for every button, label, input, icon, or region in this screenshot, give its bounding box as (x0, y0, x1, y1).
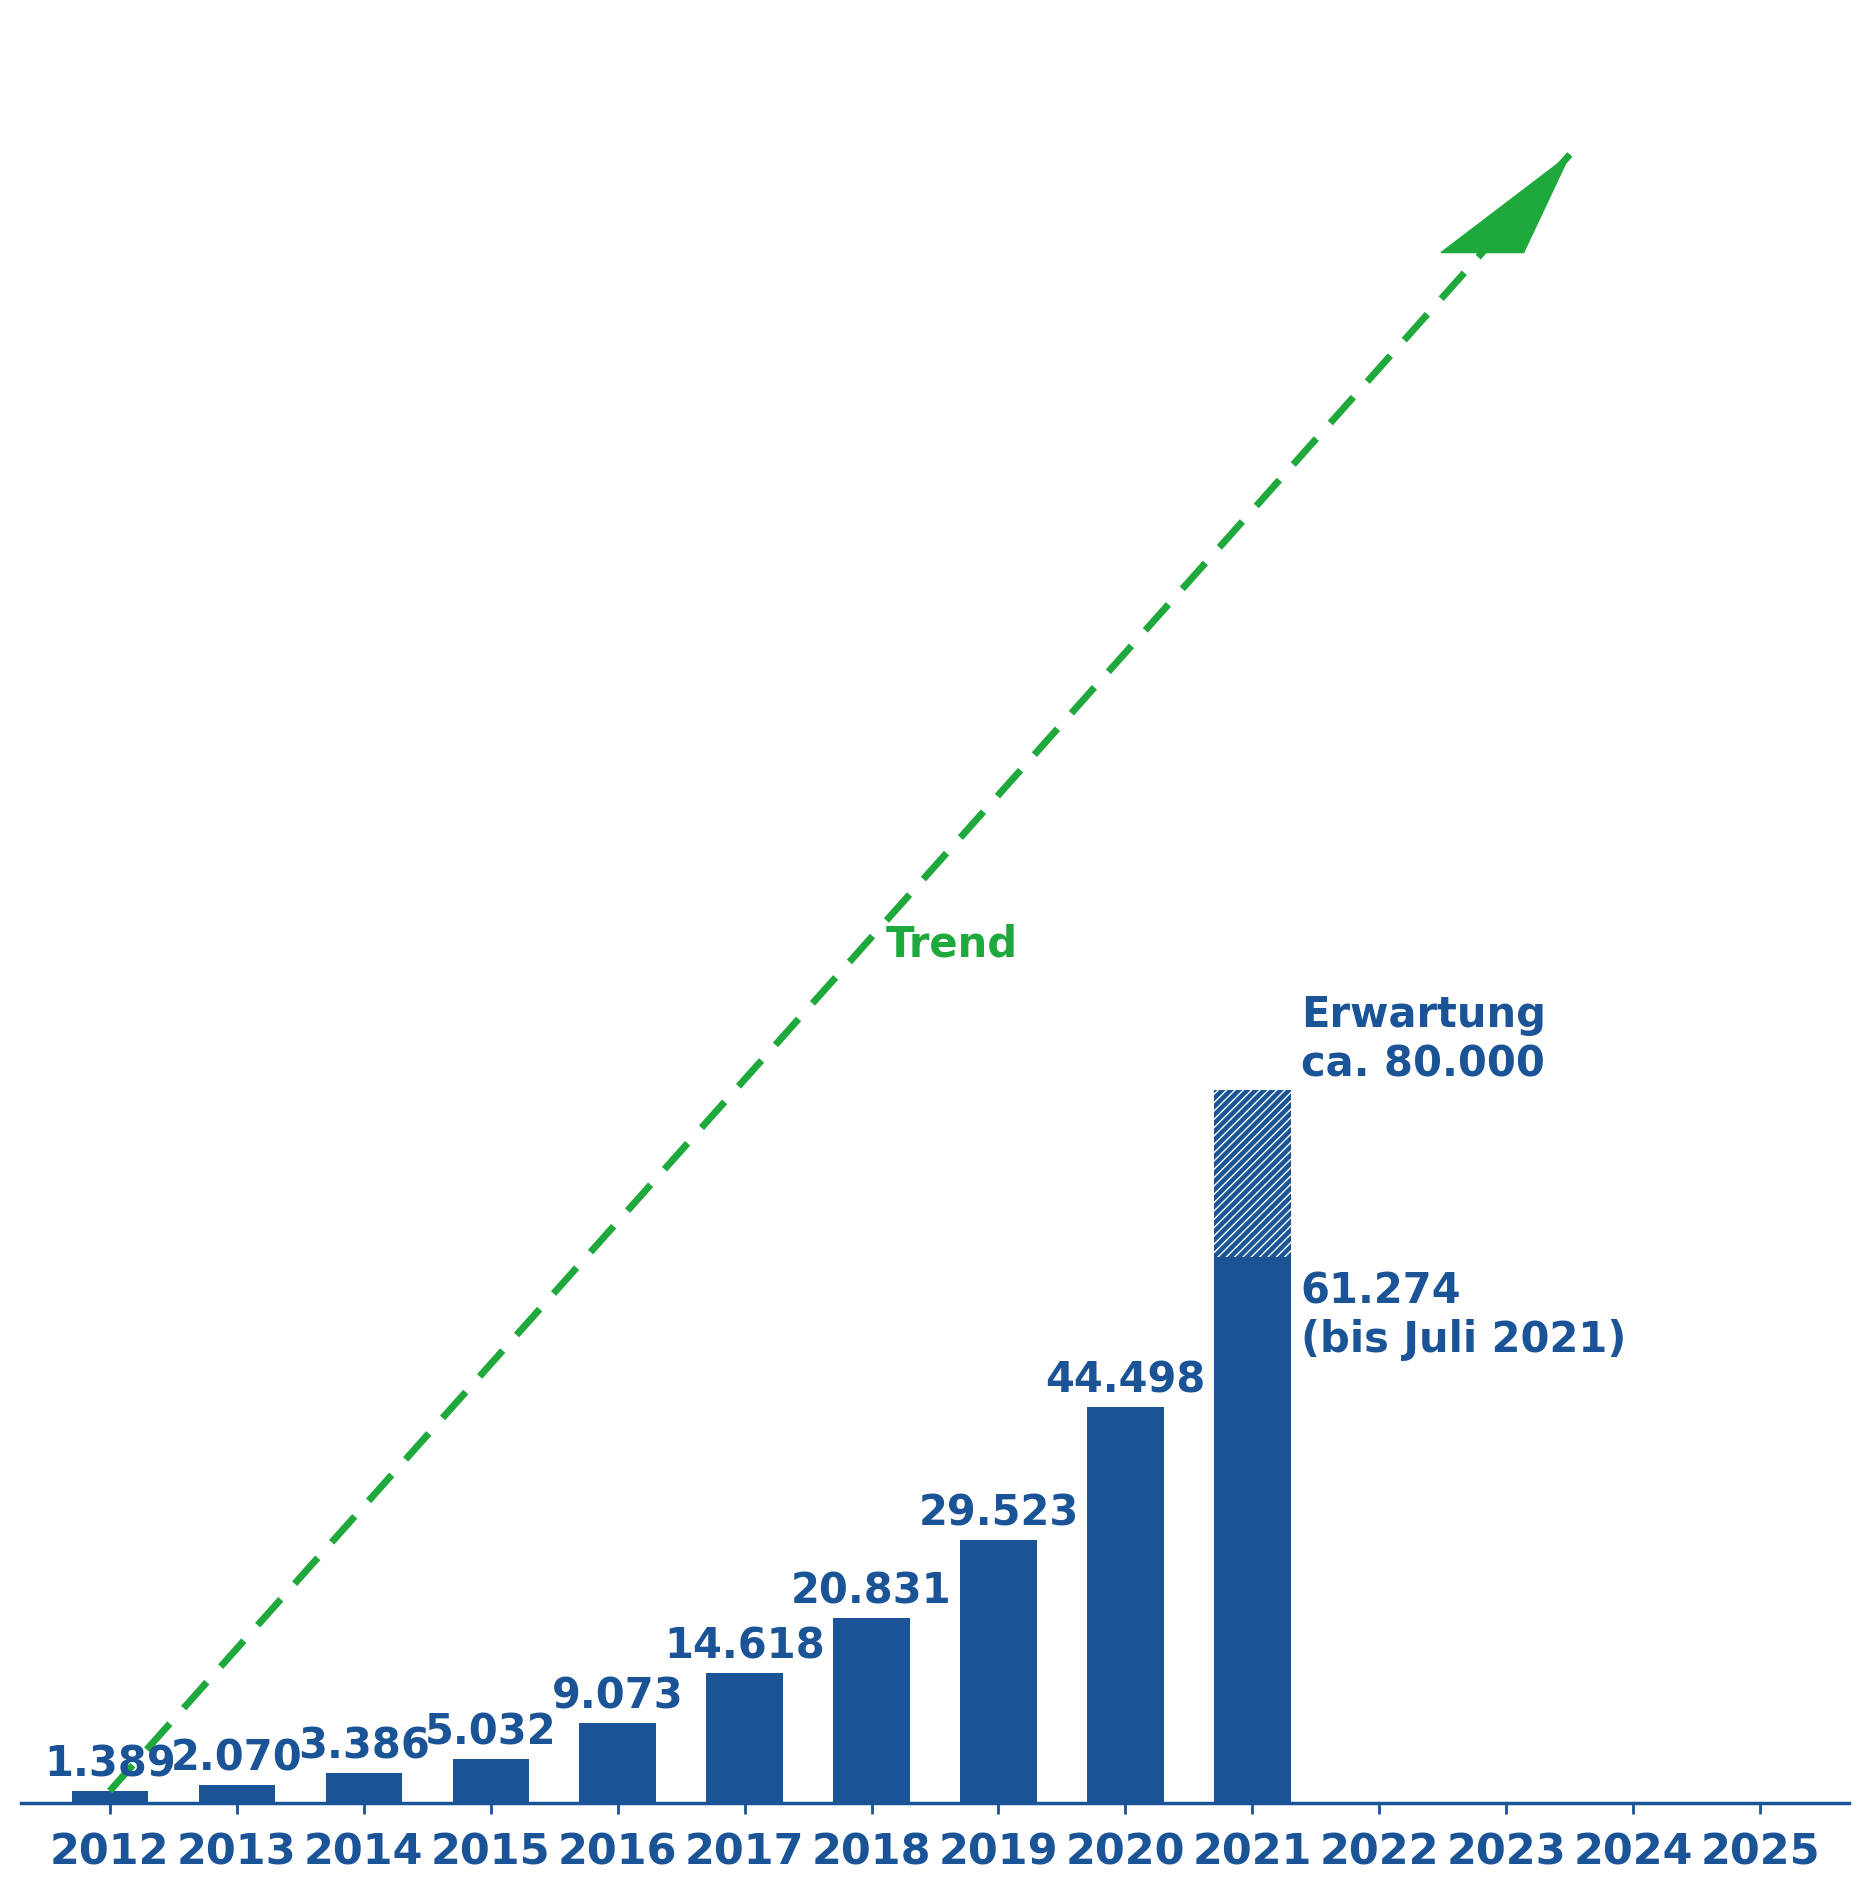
Bar (580, 1722, 656, 1803)
Bar (325, 1773, 402, 1803)
Text: 1.389: 1.389 (43, 1744, 176, 1786)
Text: 14.618: 14.618 (664, 1625, 825, 1669)
Text: 44.498: 44.498 (1045, 1360, 1206, 1402)
Text: 20.831: 20.831 (791, 1570, 952, 1612)
Text: 5.032: 5.032 (424, 1710, 557, 1754)
Bar (453, 1758, 529, 1803)
Text: 61.274
(bis Juli 2021): 61.274 (bis Juli 2021) (1302, 1271, 1627, 1362)
Text: 3.386: 3.386 (297, 1725, 430, 1767)
Text: Trend: Trend (886, 924, 1017, 966)
Text: 2.070: 2.070 (170, 1737, 303, 1780)
Text: 9.073: 9.073 (552, 1674, 683, 1718)
Text: Erwartung
ca. 80.000: Erwartung ca. 80.000 (1302, 994, 1546, 1085)
Bar (961, 1540, 1036, 1803)
Bar (198, 1784, 275, 1803)
Bar (71, 1792, 148, 1803)
Bar (707, 1672, 784, 1803)
Text: 29.523: 29.523 (918, 1492, 1079, 1534)
Bar (834, 1617, 909, 1803)
Bar (1214, 1091, 1290, 1258)
Bar (1086, 1407, 1163, 1803)
Bar (1214, 1258, 1290, 1803)
Polygon shape (1442, 155, 1569, 252)
